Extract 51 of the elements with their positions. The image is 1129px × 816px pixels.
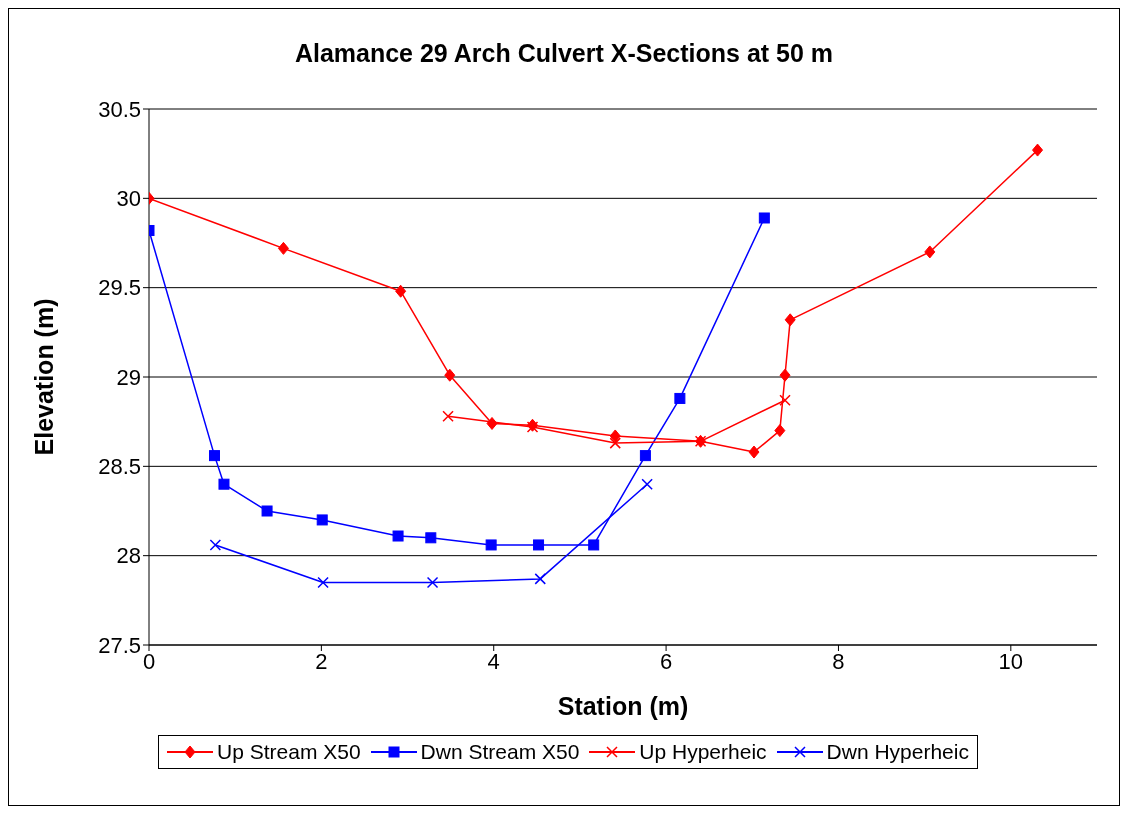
point xyxy=(209,450,220,462)
point xyxy=(209,539,222,551)
legend-label: Up Hyperheic xyxy=(639,740,767,764)
y-tick-label: 30 xyxy=(116,186,141,212)
point xyxy=(486,416,498,430)
point xyxy=(774,424,786,438)
point xyxy=(924,245,936,259)
y-axis-title: Elevation (m) xyxy=(29,298,58,456)
x-tick-label: 8 xyxy=(832,648,845,674)
point xyxy=(758,212,770,224)
x-axis-title: Station (m) xyxy=(557,692,689,720)
point xyxy=(779,368,791,382)
point xyxy=(261,505,273,517)
y-tick-label: 27.5 xyxy=(98,632,141,658)
point xyxy=(425,532,437,544)
point xyxy=(674,392,686,404)
legend-label: Up Stream X50 xyxy=(217,740,361,764)
point xyxy=(784,313,796,327)
chart-title: Alamance 29 Arch Culvert X-Sections at 50 m xyxy=(293,38,835,69)
point xyxy=(639,450,651,462)
point xyxy=(534,573,547,585)
point xyxy=(277,241,289,255)
y-tick-label: 28.5 xyxy=(98,454,141,480)
y-tick-label: 29 xyxy=(116,364,141,390)
point xyxy=(641,478,653,490)
point xyxy=(533,539,545,551)
point xyxy=(609,437,621,449)
y-tick-label: 30.5 xyxy=(98,96,141,122)
point xyxy=(1032,143,1044,157)
point xyxy=(485,539,497,551)
point xyxy=(588,539,600,551)
legend-label: Dwn Hyperheic xyxy=(826,740,969,764)
point xyxy=(748,445,760,459)
x-tick-label: 2 xyxy=(315,648,328,674)
x-tick-label: 4 xyxy=(487,648,500,674)
point xyxy=(392,530,404,542)
point xyxy=(444,368,456,382)
point xyxy=(316,514,328,526)
y-tick-label: 29.5 xyxy=(98,275,141,301)
point xyxy=(218,478,230,490)
x-tick-label: 10 xyxy=(998,648,1024,674)
x-tick-label: 0 xyxy=(142,648,156,674)
point xyxy=(609,429,621,443)
point xyxy=(395,284,407,298)
point xyxy=(779,394,791,406)
y-tick-label: 28 xyxy=(116,543,141,569)
point xyxy=(426,576,439,589)
legend-label: Dwn Stream X50 xyxy=(420,740,580,764)
point xyxy=(442,410,454,423)
point xyxy=(317,576,329,589)
x-tick-label: 6 xyxy=(659,648,673,674)
